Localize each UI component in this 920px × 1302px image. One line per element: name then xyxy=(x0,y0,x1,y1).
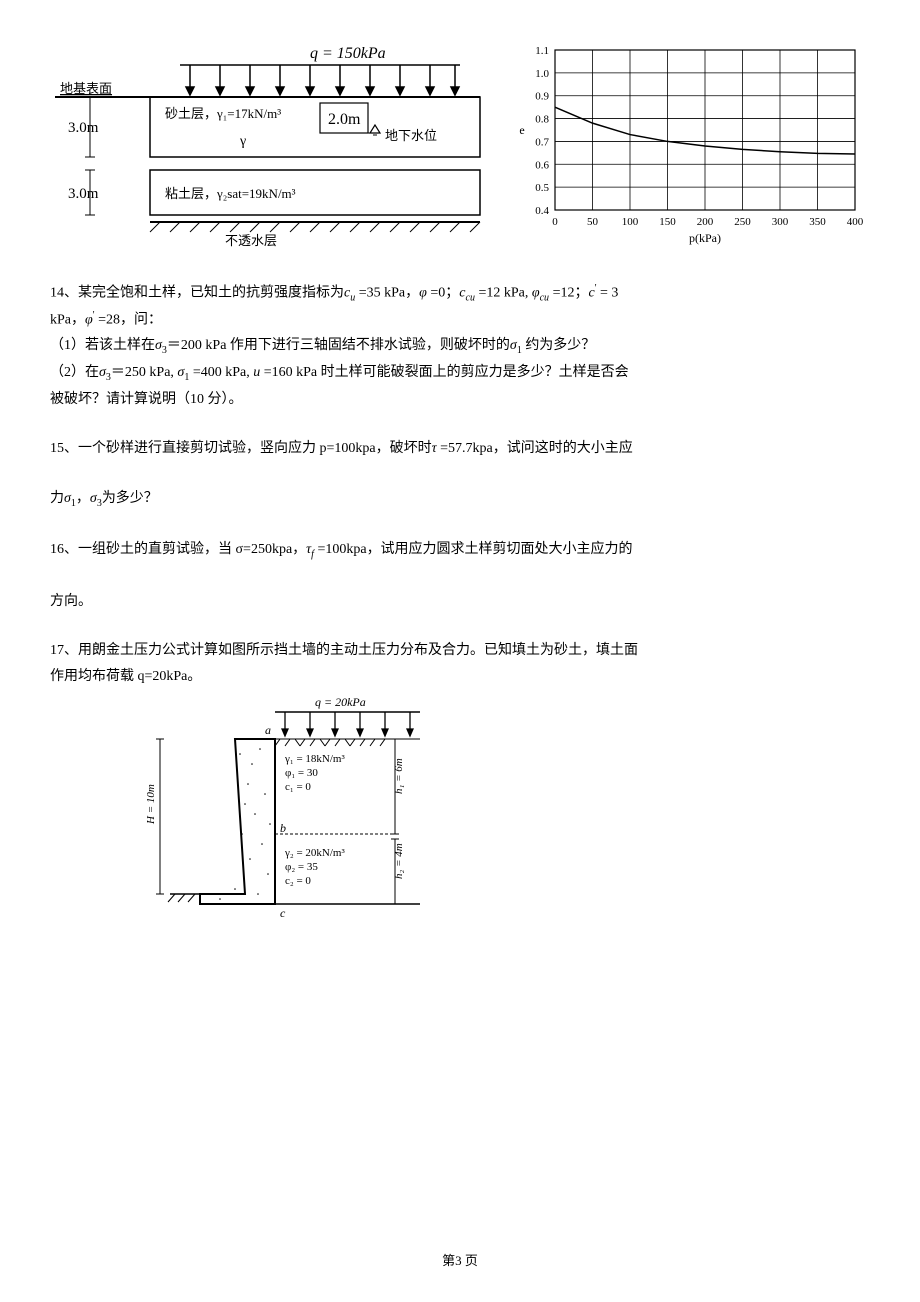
svg-text:0.7: 0.7 xyxy=(535,136,549,148)
bottom-label: 不透水层 xyxy=(225,233,277,248)
wall-stipple xyxy=(219,748,271,900)
sand-label: 砂土层，γ₁=17kN/m³ xyxy=(165,106,281,121)
svg-text:γ₁ = 18kN/m³: γ₁ = 18kN/m³ xyxy=(284,753,345,765)
svg-text:q = 20kPa: q = 20kPa xyxy=(315,695,366,709)
svg-text:h₁ = 6m: h₁ = 6m xyxy=(393,758,405,794)
figures-row: q = 150kPa 地基表面 砂土层，γ₁=17kN/m³ γ xyxy=(50,40,870,250)
svg-text:300: 300 xyxy=(772,216,789,228)
svg-text:1.1: 1.1 xyxy=(535,45,549,57)
water-label: 地下水位 xyxy=(385,128,437,143)
q-label: q = 150kPa xyxy=(310,45,386,62)
problem-17: 17、用朗金土压力公式计算如图所示挡土墙的主动土压力分布及合力。已知填土为砂土，… xyxy=(50,638,870,688)
svg-text:φ₂ = 35: φ₂ = 35 xyxy=(285,861,318,873)
svg-text:0.6: 0.6 xyxy=(535,159,549,171)
svg-text:200: 200 xyxy=(697,216,714,228)
svg-text:150: 150 xyxy=(659,216,676,228)
problem-15: 15、一个砂样进行直接剪切试验，竖向应力 p=100kpa，破坏时τ =57.7… xyxy=(50,436,870,513)
svg-text:400: 400 xyxy=(847,216,864,228)
p14-intro: 14、某完全饱和土样，已知土的抗剪强度指标为 xyxy=(50,286,344,301)
svg-text:φ₁ = 30: φ₁ = 30 xyxy=(285,767,318,779)
svg-text:250: 250 xyxy=(734,216,751,228)
svg-text:1.0: 1.0 xyxy=(535,68,549,80)
svg-text:c₁ = 0: c₁ = 0 xyxy=(285,781,311,793)
svg-text:50: 50 xyxy=(587,216,599,228)
water-triangle-icon xyxy=(370,125,380,133)
surface-label: 地基表面 xyxy=(60,81,112,96)
svg-text:b: b xyxy=(280,821,286,835)
svg-text:e: e xyxy=(519,123,524,137)
soil-profile-figure: q = 150kPa 地基表面 砂土层，γ₁=17kN/m³ γ xyxy=(50,40,490,250)
clay-label: 粘土层，γ₂sat=19kN/m³ xyxy=(165,186,296,201)
svg-text:p(kPa): p(kPa) xyxy=(689,231,721,245)
ep-curve-chart: 0 50 100 150 200 250 300 350 400 0.4 0.5 0.6 0.7 0.8 0… xyxy=(510,40,870,250)
svg-text:a: a xyxy=(265,723,271,737)
svg-text:0.8: 0.8 xyxy=(535,114,549,126)
svg-text:H = 10m: H = 10m xyxy=(145,784,157,825)
svg-text:0: 0 xyxy=(552,216,558,228)
gamma-sym: γ xyxy=(239,134,246,149)
svg-text:100: 100 xyxy=(622,216,639,228)
retaining-wall-figure: q = 20kPa a b γ₁ = 18kN/m³ φ₁ = 30 c₁ = … xyxy=(140,694,460,924)
svg-text:h₂ = 4m: h₂ = 4m xyxy=(393,843,405,879)
water-depth: 2.0m xyxy=(328,111,361,128)
page-number: 第3 页 xyxy=(0,1249,920,1272)
svg-text:c: c xyxy=(280,906,286,920)
load-arrows xyxy=(180,65,460,95)
problem-16: 16、一组砂土的直剪试验，当 σ=250kpa，τf =100kpa，试用应力圆… xyxy=(50,537,870,614)
problem-14: 14、某完全饱和土样，已知土的抗剪强度指标为cu =35 kPa，φ =0；cc… xyxy=(50,280,870,412)
svg-text:0.9: 0.9 xyxy=(535,91,549,103)
svg-text:γ₂ = 20kN/m³: γ₂ = 20kN/m³ xyxy=(284,847,345,859)
sand-height: 3.0m xyxy=(68,120,99,136)
svg-text:c₂ = 0: c₂ = 0 xyxy=(285,875,311,887)
svg-text:0.4: 0.4 xyxy=(535,205,549,217)
svg-text:350: 350 xyxy=(809,216,826,228)
svg-text:0.5: 0.5 xyxy=(535,182,549,194)
clay-height: 3.0m xyxy=(68,186,99,202)
